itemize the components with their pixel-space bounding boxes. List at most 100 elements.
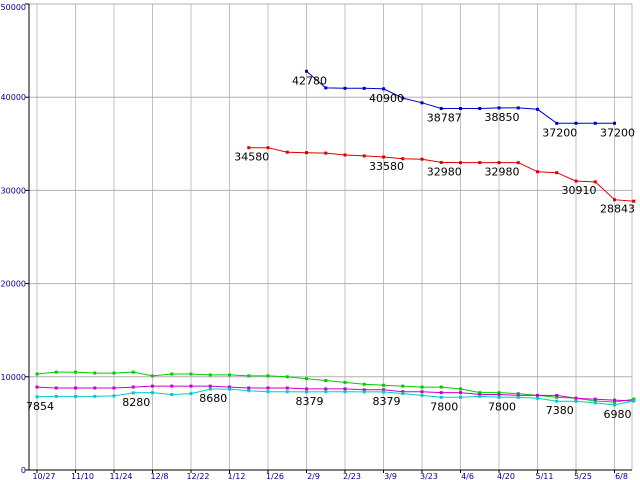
data-label: 6980 [604,408,632,421]
data-point [555,399,559,403]
data-label: 7800 [430,400,458,413]
data-point [112,386,116,390]
data-point [131,370,135,374]
data-point [593,401,597,405]
data-point [478,394,482,398]
data-point [478,107,482,111]
data-point [439,160,443,164]
data-label: 30910 [562,184,597,197]
y-tick-label: 30000 [1,186,26,195]
data-point [285,150,289,154]
data-point [593,397,597,401]
x-tick-labels: 10/27 11/10 11/24 12/8 12/22 1/12 1/26 2/9 2/23 3… [32,470,628,480]
data-point [555,171,559,175]
data-point [131,391,135,395]
data-point [266,390,270,394]
x-tick-label: 1/26 [266,472,284,480]
data-point [208,373,212,377]
data-point [247,389,251,393]
data-point [305,69,308,73]
data-point [516,395,520,399]
data-point [343,390,347,394]
data-point [362,390,366,394]
series-4 [35,384,636,403]
data-point [459,107,462,111]
data-point [35,372,39,376]
data-point [536,170,539,174]
x-tick-label: 2/9 [307,472,320,480]
data-label: 7380 [546,404,574,417]
data-point [324,390,328,394]
y-tick-label: 50000 [1,3,26,12]
data-point [305,377,308,381]
data-point [343,153,347,157]
data-point [420,390,424,394]
data-label: 8280 [122,396,150,409]
y-tick-label: 0 [21,466,26,475]
series-line [36,385,634,402]
data-point [420,393,424,397]
data-point [478,393,482,397]
data-label: 33580 [369,160,404,173]
data-point [112,394,116,398]
data-label: 37200 [542,126,577,139]
data-point [593,180,597,184]
data-point [401,390,405,394]
data-point [112,371,116,375]
data-point [555,121,559,125]
data-point [343,387,347,391]
data-point [266,374,270,378]
data-label: 8379 [373,395,401,408]
data-point [305,390,308,394]
series-line [36,388,634,406]
data-point [382,388,385,392]
data-point [228,373,231,377]
x-tick-label: 6/8 [615,472,628,480]
data-label: 38850 [485,111,520,124]
data-point [439,107,443,111]
data-point [266,146,270,150]
data-label: 28843 [600,203,635,216]
data-point [516,392,520,396]
data-point [131,385,135,389]
data-point [459,387,462,391]
x-tick-label: 10/27 [32,472,55,480]
data-point [382,383,385,387]
horizontal-gridlines [29,3,632,378]
data-label: 40900 [369,92,404,105]
x-tick-label: 4/20 [497,472,515,480]
data-point [459,395,462,399]
y-tick-label: 40000 [1,93,26,102]
data-point [497,161,501,165]
data-point [420,385,424,389]
data-point [228,387,231,391]
data-label: 8680 [199,392,227,405]
x-tick-label: 3/9 [384,472,397,480]
y-tick-label: 20000 [1,280,26,289]
data-point [420,157,424,161]
data-point [74,370,77,374]
data-point [632,199,636,203]
data-point [574,399,578,403]
data-point [247,386,251,390]
x-tick-label: 4/6 [461,472,474,480]
data-point [439,391,443,395]
data-point [208,384,212,388]
data-point [151,384,154,388]
data-point [593,121,597,125]
data-point [613,121,616,125]
series-5 [35,387,636,407]
x-tick-label: 11/24 [109,472,132,480]
data-point [401,157,405,161]
data-point [324,151,328,155]
data-point [93,394,97,398]
data-point [189,372,193,376]
data-point [247,146,251,150]
data-point [362,154,366,158]
data-point [382,390,385,394]
data-point [324,379,328,383]
data-point [497,393,501,397]
data-point [247,374,251,378]
x-tick-label: 11/10 [71,472,94,480]
